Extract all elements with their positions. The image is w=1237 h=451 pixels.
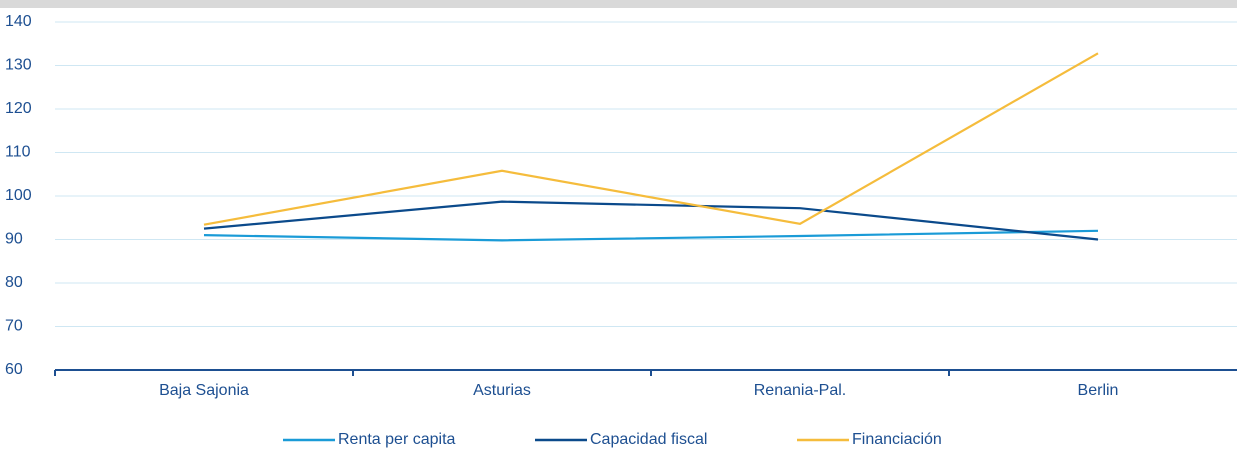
y-tick-label: 70 [5, 318, 23, 335]
series-line [203, 52, 1099, 226]
x-tick-label: Baja Sajonia [159, 382, 249, 399]
y-tick-label: 100 [5, 187, 32, 204]
x-tick-label: Berlin [1078, 382, 1119, 399]
series-line [203, 229, 1099, 242]
x-tick-label: Renania-Pal. [754, 382, 847, 399]
legend-label: Renta per capita [338, 431, 456, 448]
series-line [203, 200, 1099, 241]
y-tick-label: 130 [5, 57, 32, 74]
x-tick-label: Asturias [473, 382, 531, 399]
y-tick-label: 60 [5, 361, 23, 378]
y-tick-label: 80 [5, 274, 23, 291]
top-band [0, 0, 1237, 8]
legend-label: Capacidad fiscal [590, 431, 707, 448]
y-tick-label: 140 [5, 13, 32, 30]
y-tick-label: 120 [5, 100, 32, 117]
y-tick-label: 110 [5, 144, 31, 161]
y-tick-label: 90 [5, 231, 23, 248]
legend-label: Financiación [852, 431, 942, 448]
